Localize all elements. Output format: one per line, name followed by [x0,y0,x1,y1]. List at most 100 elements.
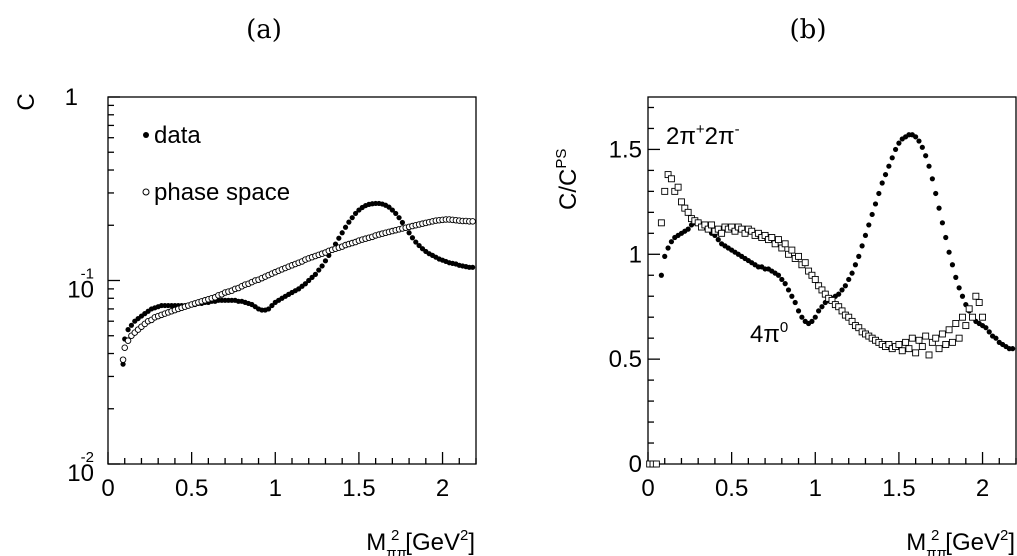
data-point [933,190,939,197]
data-point [846,276,852,283]
data-point [416,242,422,249]
data-point [396,215,402,221]
data-point [965,305,973,313]
annotation-charged-pions: 2π+2π- [666,121,740,150]
data-point [665,245,671,251]
data-point [923,153,929,159]
data-point [882,171,889,178]
y-tick-label: 0.5 [609,346,642,373]
data-point [935,345,943,353]
data-point [346,219,352,225]
x-tick-label: 1.5 [882,475,915,502]
data-point [657,219,665,227]
data-point [836,291,842,297]
data-point [975,299,983,306]
data-point [856,253,862,259]
data-point [409,235,416,241]
data-point [339,230,345,236]
data-point [955,334,963,342]
data-point [795,252,802,260]
data-point [124,337,132,344]
panel-a: (a) C 10-210-11 0 0.5 1 1.5 2 data phase spa… [13,15,477,556]
data-point [913,134,919,140]
data-point [816,308,822,314]
data-point [876,190,882,197]
panel-b-frame [647,96,1017,465]
data-point [789,293,795,299]
data-point [779,276,785,283]
data-point [946,249,952,255]
data-point [685,226,691,232]
data-point [979,313,986,321]
data-point [918,343,926,351]
legend-marker-phase-space [142,188,150,196]
data-point [801,259,809,267]
data-point [781,240,789,248]
y-tick-label: 1 [65,84,78,111]
data-point [872,201,879,207]
data-point [661,187,669,195]
data-point [926,163,932,169]
data-point [336,235,342,241]
y-tick-label: 1 [629,241,642,268]
data-point [969,313,976,321]
data-point [849,270,855,276]
x-tick-label: 2 [976,475,989,502]
data-point [316,267,322,273]
data-point [718,229,726,237]
data-point [945,326,953,334]
data-point [949,262,956,268]
data-point [852,262,859,268]
panel-b: (b) C/CPS 00.511.5 0 0.5 1 1.5 2 2π+2π- 4π0 … [553,15,1017,556]
data-point [715,237,721,243]
data-point [658,272,664,278]
data-point [120,361,126,367]
data-point [929,176,935,182]
data-point [788,246,796,254]
data-point [668,239,675,245]
data-point [943,234,949,241]
y-tick-exponent: -2 [81,449,94,466]
series-2 [119,216,476,363]
data-point [128,322,135,328]
data-point [775,236,782,244]
data-point [895,341,903,348]
data-point [269,302,275,309]
data-point [309,274,315,280]
data-point [768,234,776,241]
data-point [952,320,960,327]
data-point [956,285,962,291]
data-point [386,204,392,210]
x-tick-label: 0 [101,475,114,502]
series-1 [120,200,476,367]
data-point [322,258,329,264]
data-point [708,221,716,229]
y-tick-label: 10 [67,277,94,304]
x-tick-label: 2 [436,475,449,502]
data-point [859,243,865,249]
data-point [667,175,675,183]
x-tick-label: 0 [641,475,654,502]
panel-a-x-axis-label: Mππ2 [GeV2] [366,527,475,556]
data-point [819,304,825,310]
data-point [775,272,782,278]
data-point [922,332,930,340]
data-point [684,208,692,216]
data-point [393,210,399,217]
annotation-neutral-pions: 4π0 [750,319,788,348]
x-tick-label: 1 [269,475,282,502]
x-tick-label: 0.5 [715,475,748,502]
data-point [993,335,999,341]
data-point [319,263,325,269]
legend-label-data: data [154,122,201,149]
data-point [678,198,685,206]
data-point [925,351,933,359]
panel-a-x-ticks: 0 0.5 1 1.5 2 [101,452,477,502]
data-point [674,183,682,191]
panel-b-x-axis-label: Mππ2 [GeV2] [906,527,1015,556]
panel-a-frame [107,96,477,465]
data-point [349,215,355,221]
data-point [811,276,819,283]
data-point [972,292,980,300]
